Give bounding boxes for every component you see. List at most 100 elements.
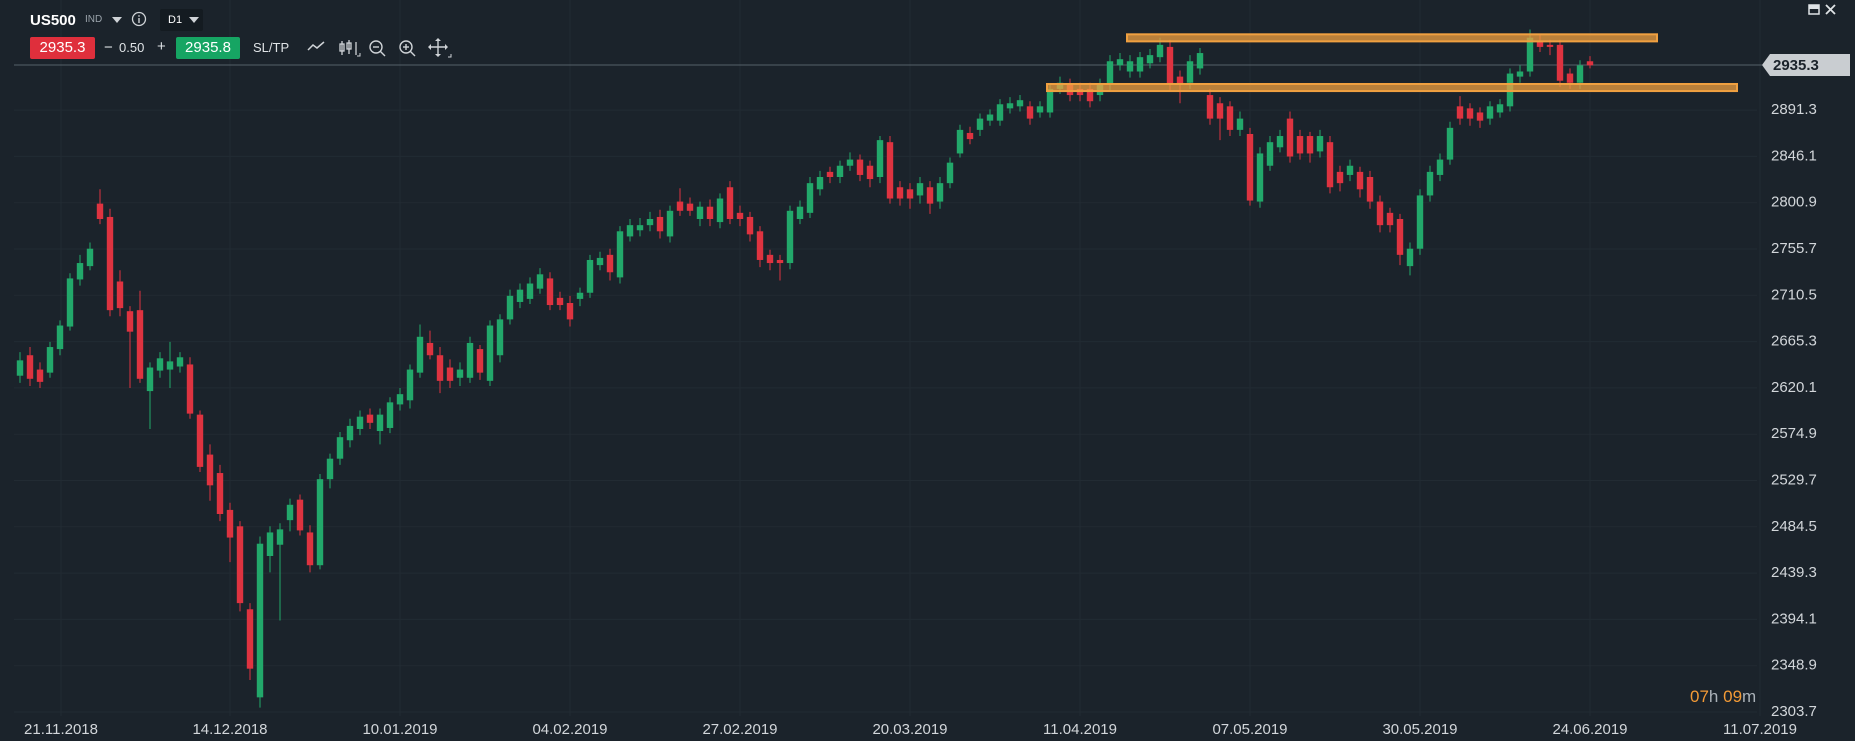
candle-body — [226, 509, 234, 538]
candle-body — [1556, 44, 1564, 81]
candle-body — [956, 129, 964, 154]
instrument-type: IND — [85, 14, 103, 25]
candle-body — [1406, 248, 1414, 267]
candle-body — [1426, 171, 1434, 196]
x-tick-label: 07.05.2019 — [1212, 721, 1287, 738]
y-tick-label: 2710.5 — [1771, 286, 1817, 303]
y-tick-label: 2891.3 — [1771, 101, 1817, 118]
candle-body — [1016, 100, 1024, 107]
candle-body — [116, 281, 124, 309]
candle-body — [686, 203, 694, 211]
dropdown-arrow[interactable] — [111, 16, 123, 24]
candle-body — [776, 259, 784, 264]
candle-body — [616, 231, 624, 278]
candle-body — [1246, 133, 1254, 201]
candle-body — [1206, 95, 1214, 119]
candle-body — [436, 355, 444, 381]
candle-body — [1536, 41, 1544, 47]
candle-body — [1516, 71, 1524, 77]
candle-body — [106, 216, 114, 311]
candle-body — [906, 189, 914, 199]
x-tick-label: 11.07.2019 — [1723, 721, 1797, 738]
window-controls[interactable] — [1808, 3, 1848, 17]
candle-body — [356, 416, 364, 429]
y-tick-label: 2348.9 — [1771, 657, 1817, 674]
candle-body — [1316, 136, 1324, 152]
candle-body — [1156, 44, 1164, 58]
candle-body — [376, 414, 384, 432]
quantity[interactable]: 0.50 — [119, 40, 145, 55]
candle-body — [1266, 142, 1274, 166]
candle-body — [1496, 104, 1504, 113]
plus-button[interactable]: + — [157, 38, 166, 55]
candle-body — [156, 358, 164, 371]
timer-minutes: 09 — [1723, 687, 1743, 706]
y-tick-label: 2394.1 — [1771, 610, 1817, 627]
dropdown-arrow[interactable] — [189, 17, 199, 24]
candle-body — [696, 206, 704, 219]
candle-body — [976, 118, 984, 130]
candle-body — [1566, 73, 1574, 83]
candle-body — [586, 259, 594, 293]
candle-body — [1236, 118, 1244, 130]
y-tick-label: 2303.7 — [1771, 703, 1817, 720]
candle-body — [66, 278, 74, 327]
candle-body — [1486, 106, 1494, 119]
price-zone — [1046, 82, 1738, 93]
candle-body — [1476, 112, 1484, 121]
candle-body — [766, 254, 774, 264]
candle-body — [746, 216, 754, 235]
candle-body — [916, 183, 924, 196]
candle-body — [1346, 165, 1354, 175]
minus-button[interactable]: − — [104, 39, 113, 56]
candle-body — [536, 274, 544, 289]
candle-body — [136, 310, 144, 379]
timeframe[interactable]: D1 — [168, 14, 183, 26]
candle-body — [1466, 108, 1474, 119]
candle-body — [596, 257, 604, 266]
x-tick-label: 10.01.2019 — [362, 721, 437, 738]
timeframe-select[interactable] — [160, 9, 203, 31]
candle-body — [326, 458, 334, 480]
x-tick-label: 30.05.2019 — [1382, 721, 1457, 738]
candle-body — [56, 325, 64, 350]
info-icon[interactable] — [131, 11, 147, 27]
candle-body — [626, 225, 634, 237]
y-tick-label: 2846.1 — [1771, 147, 1817, 164]
candle-body — [996, 104, 1004, 121]
x-tick-label: 04.02.2019 — [532, 721, 607, 738]
candle-body — [466, 342, 474, 378]
buy-price[interactable]: 2935.8 — [176, 37, 240, 59]
candle-body — [1046, 88, 1054, 113]
candle-body — [606, 254, 614, 273]
candle-body — [206, 454, 214, 486]
candle-body — [756, 231, 764, 260]
candle-body — [476, 349, 484, 373]
candle-body — [256, 543, 264, 698]
x-tick-label: 11.04.2019 — [1043, 721, 1117, 738]
y-tick-label: 2484.5 — [1771, 518, 1817, 535]
candle-body — [166, 361, 174, 370]
candle-body — [1086, 88, 1094, 102]
candle-body — [1396, 218, 1404, 255]
toolbar-icons[interactable] — [305, 38, 455, 60]
sell-price[interactable]: 2935.3 — [30, 37, 95, 59]
x-tick-label: 14.12.2018 — [192, 721, 267, 738]
y-tick-label: 2574.9 — [1771, 425, 1817, 442]
candle-body — [566, 302, 574, 320]
candle-body — [556, 297, 564, 306]
y-tick-label: 2755.7 — [1771, 240, 1817, 257]
candle-body — [126, 311, 134, 332]
candle-body — [1526, 37, 1534, 72]
timer-hours: 07 — [1690, 687, 1709, 706]
price-zone — [1126, 33, 1658, 43]
timer-hours-unit: h — [1708, 687, 1719, 706]
candle-body — [1126, 61, 1134, 72]
candle-body — [96, 203, 104, 219]
symbol[interactable]: US500 — [30, 12, 76, 29]
candle-body — [796, 206, 804, 219]
candle-body — [1416, 195, 1424, 249]
candle-body — [266, 532, 274, 557]
sltp-button[interactable]: SL/TP — [253, 40, 290, 55]
x-tick-label: 21.11.2018 — [24, 721, 98, 738]
